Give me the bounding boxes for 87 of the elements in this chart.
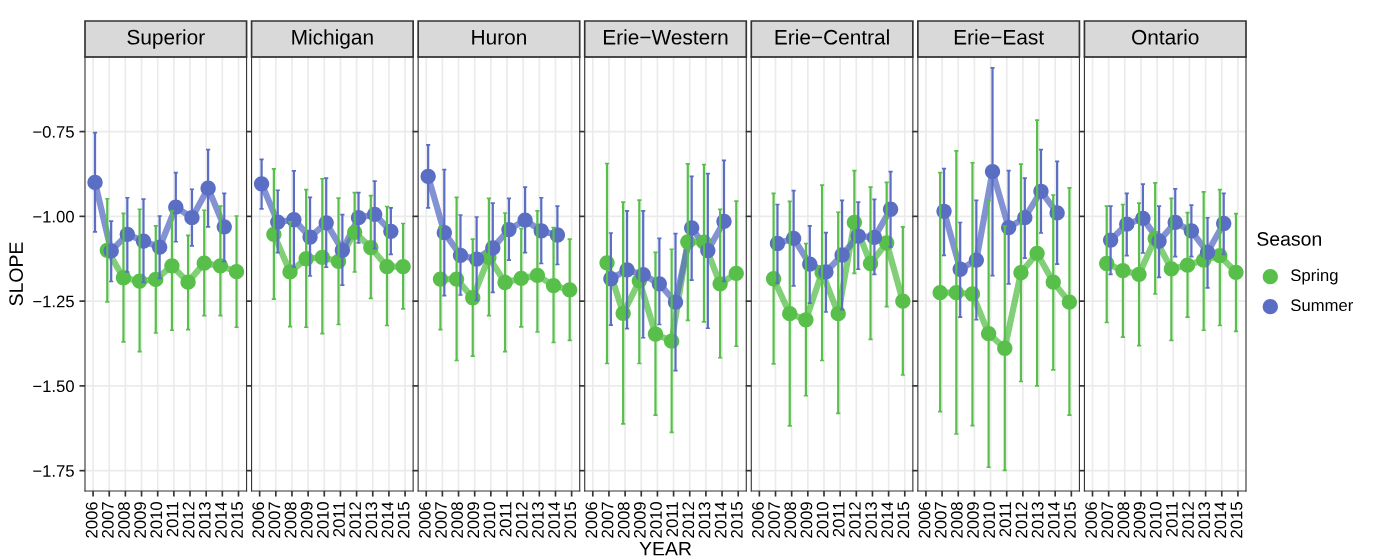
chart-title: Ontario (1132, 29, 1199, 45)
legend-label: Summer (1291, 299, 1354, 312)
x-tick-label: 2009 (1133, 502, 1146, 538)
x-tick-label: 2015 (897, 502, 910, 538)
x-tick-label: 2013 (365, 502, 378, 538)
x-tick-label: 2011 (333, 502, 345, 537)
x-tick-label: 2011 (999, 502, 1012, 537)
x-tick-label: 2010 (650, 502, 662, 538)
x-tick-label: 2006 (585, 502, 598, 538)
x-tick-label: 2009 (967, 502, 979, 538)
x-tick-label: 2012 (682, 502, 695, 538)
x-tick-label: 2006 (1085, 502, 1097, 538)
x-tick-label: 2010 (483, 502, 496, 538)
y-tick-label: −1.75 (33, 465, 74, 477)
x-tick-label: 2006 (252, 502, 265, 538)
x-tick-label: 2009 (467, 502, 480, 538)
x-tick-label: 2007 (601, 502, 614, 538)
x-tick-label: 2009 (800, 502, 813, 538)
x-tick-label: 2008 (1117, 502, 1130, 538)
x-tick-label: 2008 (451, 502, 464, 538)
x-tick-label: 2012 (1015, 502, 1028, 538)
x-tick-label: 2015 (730, 502, 743, 538)
x-tick-label: 2011 (832, 502, 845, 537)
y-tick-label: −1.00 (33, 210, 74, 223)
x-tick-label: 2011 (666, 502, 679, 537)
x-tick-label: 2010 (816, 502, 829, 538)
x-tick-label: 2009 (633, 502, 646, 538)
x-tick-label: 2014 (381, 501, 394, 538)
chart-title: Michigan (292, 29, 373, 49)
x-tick-label: 2014 (714, 501, 727, 538)
x-tick-label: 2007 (768, 502, 780, 538)
x-tick-label: 2013 (865, 502, 877, 538)
x-tick-label: 2006 (752, 502, 764, 538)
x-tick-label: 2012 (182, 502, 195, 538)
x-tick-label: 2008 (950, 502, 963, 538)
chart-title: Erie−East (954, 29, 1044, 45)
y-tick-label: −1.50 (33, 380, 74, 393)
x-tick-label: 2009 (300, 502, 313, 538)
x-tick-label: 2007 (934, 502, 947, 538)
x-tick-label: 2010 (1149, 502, 1162, 538)
x-tick-label: 2012 (515, 502, 528, 538)
x-tick-label: 2011 (166, 502, 179, 537)
x-tick-label: 2013 (531, 502, 544, 538)
x-tick-label: 2015 (1064, 502, 1076, 538)
x-tick-label: 2007 (268, 502, 281, 538)
x-tick-label: 2012 (1182, 502, 1194, 538)
x-axis-title: YEAR (639, 541, 692, 556)
x-tick-label: 2015 (231, 502, 243, 538)
x-tick-label: 2012 (848, 502, 861, 538)
chart-title: Huron (472, 30, 526, 45)
x-tick-label: 2015 (564, 502, 577, 538)
x-tick-label: 2013 (698, 502, 711, 538)
x-tick-label: 2011 (499, 502, 512, 537)
x-tick-label: 2010 (150, 502, 163, 538)
x-tick-label: 2013 (1198, 502, 1211, 538)
x-tick-label: 2014 (548, 501, 560, 538)
x-tick-label: 2008 (784, 502, 797, 538)
x-tick-label: 2007 (435, 502, 447, 538)
y-axis-title: SLOPE (9, 242, 24, 306)
x-tick-label: 2006 (418, 502, 431, 538)
x-tick-label: 2008 (284, 502, 297, 538)
x-tick-label: 2008 (617, 502, 630, 538)
x-tick-label: 2008 (118, 502, 130, 538)
chart-title: Erie−Western (604, 29, 728, 45)
x-tick-label: 2006 (85, 502, 98, 538)
x-tick-label: 2009 (134, 502, 147, 538)
x-tick-label: 2006 (918, 502, 931, 538)
x-tick-label: 2015 (1230, 502, 1243, 538)
x-tick-label: 2011 (1165, 502, 1178, 537)
x-tick-label: 2012 (349, 502, 362, 538)
y-tick-label: −1.25 (33, 295, 74, 308)
x-tick-label: 2007 (1101, 502, 1114, 538)
legend-label: Spring (1291, 268, 1338, 285)
x-tick-label: 2013 (198, 502, 211, 538)
x-tick-label: 2010 (983, 502, 996, 538)
x-tick-label: 2014 (1047, 501, 1060, 538)
x-tick-label: 2014 (1214, 501, 1227, 538)
x-tick-label: 2014 (881, 501, 894, 538)
chart-title: Erie−Central (775, 29, 889, 45)
x-tick-label: 2013 (1031, 502, 1044, 538)
y-tick-label: −0.75 (33, 125, 74, 138)
chart-title: Superior (127, 29, 205, 49)
x-tick-label: 2014 (215, 501, 227, 538)
x-tick-label: 2015 (397, 502, 410, 538)
legend-title: Season (1257, 232, 1321, 246)
x-tick-label: 2010 (316, 502, 329, 538)
x-tick-label: 2007 (101, 502, 114, 538)
